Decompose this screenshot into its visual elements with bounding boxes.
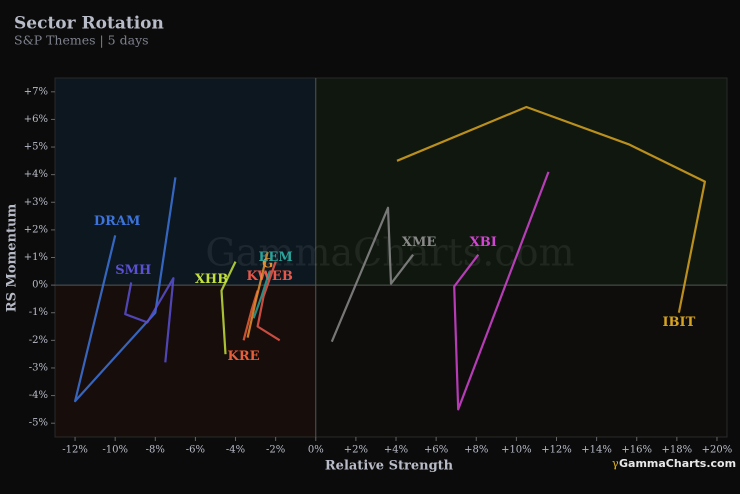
x-tick-label: +12% (541, 445, 572, 456)
series-label: SMH (115, 263, 151, 278)
x-tick-label: +16% (621, 445, 652, 456)
quadrant (315, 78, 727, 286)
x-tick-label: +10% (501, 445, 532, 456)
quadrant (315, 285, 727, 437)
chart-title: Sector Rotation (14, 14, 164, 34)
series-label: DRAM (94, 214, 141, 229)
y-tick-label: -4% (29, 390, 48, 401)
x-tick-label: -4% (226, 445, 245, 456)
trail (330, 206, 414, 343)
series-label: KRE (228, 349, 260, 364)
trail (124, 277, 175, 363)
trail (453, 171, 550, 411)
chart-subtitle: S&P Themes | 5 days (14, 33, 149, 48)
x-tick-label: +18% (662, 445, 693, 456)
x-tick-label: -6% (186, 445, 205, 456)
y-tick-label: -3% (29, 362, 48, 373)
series-label: G (262, 256, 273, 271)
trail (256, 261, 281, 342)
y-tick-label: +5% (24, 142, 48, 153)
x-tick-label: -2% (266, 445, 285, 456)
y-tick-label: +7% (24, 86, 48, 97)
x-axis-label: Relative Strength (325, 459, 454, 474)
series-label: IBIT (662, 315, 695, 330)
x-tick-label: +8% (464, 445, 488, 456)
x-tick-label: -12% (62, 445, 88, 456)
x-tick-label: +2% (344, 445, 368, 456)
y-tick-label: -1% (29, 307, 48, 318)
y-tick-label: -5% (29, 418, 48, 429)
quadrant (55, 78, 316, 286)
y-tick-label: +2% (24, 224, 48, 235)
trail (396, 105, 706, 313)
x-tick-label: +4% (384, 445, 408, 456)
trail (74, 177, 177, 403)
y-tick-label: 0% (32, 280, 48, 291)
y-tick-label: +1% (24, 252, 48, 263)
x-tick-label: 0% (308, 445, 324, 456)
brand-mark: γ (612, 457, 619, 470)
series-label: KWEB (246, 269, 292, 284)
quadrants (54, 77, 728, 438)
quadrant (55, 285, 316, 437)
y-tick-label: +3% (24, 197, 48, 208)
y-axis-label: RS Momentum (5, 204, 20, 313)
x-tick-label: -10% (102, 445, 128, 456)
series-label: XBI (470, 235, 497, 250)
y-tick-label: +4% (24, 169, 48, 180)
y-tick-label: +6% (24, 114, 48, 125)
y-tick-label: -2% (29, 335, 48, 346)
x-tick-label: -8% (146, 445, 165, 456)
trail (252, 270, 271, 319)
trail (220, 261, 237, 355)
x-tick-label: +14% (581, 445, 612, 456)
brand: GammaCharts.com (619, 457, 736, 470)
series-label: XME (402, 235, 436, 250)
x-tick-label: +20% (702, 445, 733, 456)
trail (246, 251, 269, 338)
x-tick-label: +6% (424, 445, 448, 456)
series-label: XHB (195, 272, 228, 287)
series-label: EEM (259, 250, 293, 265)
